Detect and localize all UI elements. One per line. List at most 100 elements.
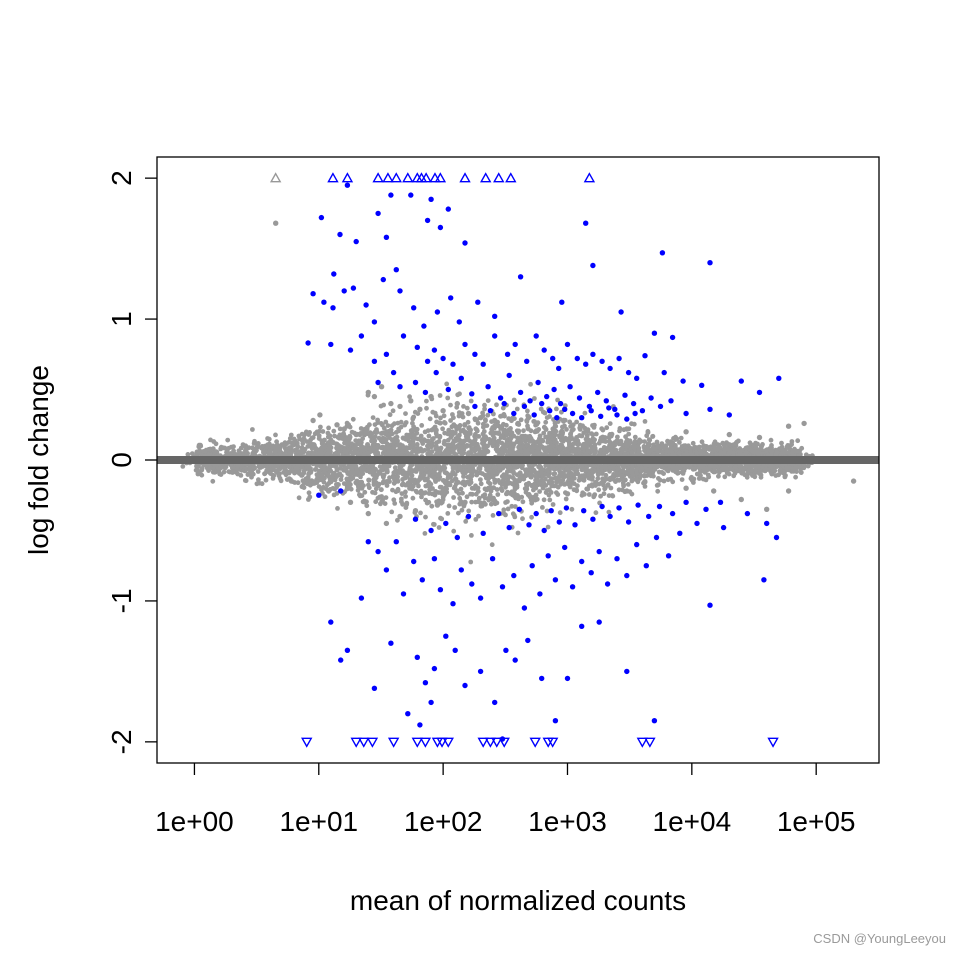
cloud-point: [647, 437, 653, 443]
cloud-point: [463, 431, 469, 436]
cloud-point: [301, 468, 307, 474]
cloud-point: [494, 423, 500, 429]
cloud-point: [629, 491, 635, 497]
cloud-point: [395, 449, 401, 454]
cloud-point: [657, 477, 663, 483]
cloud-point: [574, 419, 579, 425]
cloud-point: [642, 419, 648, 424]
cloud-point: [372, 422, 378, 427]
cloud-point: [255, 441, 261, 446]
cloud-point: [609, 448, 614, 454]
cloud-point: [488, 501, 494, 507]
cloud-point: [577, 422, 583, 428]
cloud-point: [319, 440, 325, 446]
cloud-point: [361, 483, 366, 488]
cloud-point: [508, 450, 514, 456]
cloud-point: [438, 415, 443, 421]
cloud-point: [551, 471, 557, 477]
cloud-point: [482, 437, 488, 443]
cloud-point: [476, 513, 481, 519]
cloud-point: [381, 402, 386, 408]
cloud-point: [395, 474, 400, 480]
cloud-point: [465, 474, 471, 480]
cloud-point: [374, 429, 380, 435]
cloud-point: [414, 489, 420, 495]
cloud-point: [525, 408, 530, 414]
cloud-point: [769, 448, 775, 453]
cloud-point: [459, 507, 465, 513]
cloud-point: [376, 435, 382, 441]
cloud-point: [379, 494, 384, 499]
cloud-point: [480, 410, 485, 416]
cloud-point: [641, 473, 647, 478]
cloud-point: [348, 450, 354, 455]
cloud-point: [553, 483, 559, 489]
cloud-point: [230, 469, 236, 474]
cloud-point: [511, 470, 517, 476]
cloud-point: [596, 487, 602, 493]
cloud-point: [468, 559, 474, 565]
cloud-point: [543, 419, 549, 425]
cloud-point: [395, 488, 401, 494]
cloud-point: [505, 469, 510, 474]
cloud-point: [327, 479, 333, 485]
cloud-point: [584, 444, 590, 450]
cloud-point: [529, 483, 535, 489]
cloud-point: [418, 473, 424, 479]
cloud-point: [482, 402, 487, 408]
cloud-point: [559, 450, 565, 456]
cloud-point: [281, 470, 286, 475]
cloud-point: [540, 480, 546, 486]
cloud-point: [442, 430, 448, 436]
cloud-point: [427, 465, 433, 470]
cloud-point: [654, 439, 660, 445]
cloud-point: [418, 433, 424, 439]
cloud-point: [495, 492, 501, 497]
cloud-point: [460, 490, 465, 496]
cloud-point: [441, 486, 447, 492]
cloud-point: [646, 441, 651, 447]
cloud-point: [464, 437, 470, 443]
cloud-point: [225, 437, 231, 443]
cloud-point: [782, 474, 788, 480]
cloud-point: [495, 442, 500, 448]
cloud-point: [409, 473, 415, 478]
cloud-point: [403, 489, 408, 495]
cloud-point: [440, 426, 445, 432]
cloud-point: [563, 496, 569, 502]
cloud-point: [603, 472, 609, 478]
cloud-point: [661, 471, 666, 476]
cloud-point: [433, 443, 439, 449]
cloud-point: [579, 492, 585, 498]
cloud-point: [309, 435, 315, 441]
cloud-point: [634, 471, 639, 476]
cloud-point: [375, 443, 381, 448]
cloud-point: [489, 427, 495, 432]
cloud-point: [336, 435, 342, 441]
cloud-point: [805, 463, 811, 469]
cloud-point: [256, 477, 261, 483]
cloud-point: [384, 483, 390, 488]
cloud-point: [392, 421, 397, 427]
cloud-point: [521, 476, 527, 482]
cloud-point: [590, 469, 596, 475]
cloud-point: [606, 493, 612, 498]
cloud-point: [580, 446, 586, 451]
cloud-point: [660, 449, 665, 455]
cloud-point: [433, 413, 439, 419]
cloud-point: [460, 414, 466, 420]
cloud-point: [469, 533, 474, 538]
cloud-point: [261, 450, 267, 455]
cloud-point: [492, 465, 498, 470]
cloud-point: [616, 487, 622, 493]
cloud-point: [498, 486, 504, 491]
cloud-point: [461, 474, 466, 479]
cloud-point: [466, 450, 472, 455]
cloud-point: [511, 397, 517, 403]
cloud-point: [259, 481, 265, 487]
cloud-point: [549, 433, 555, 439]
cloud-point: [270, 444, 276, 450]
cloud-point: [463, 519, 469, 524]
cloud-point: [480, 431, 486, 437]
